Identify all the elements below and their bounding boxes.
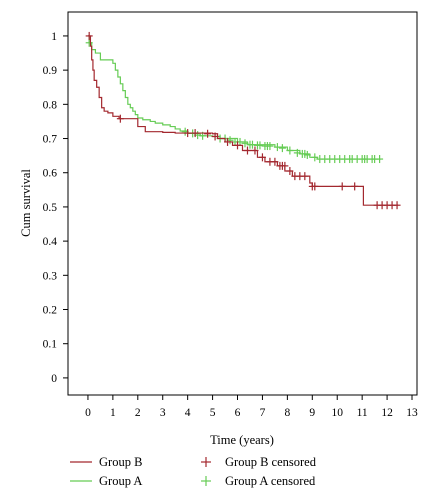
group-b-censor-mark [224, 137, 232, 146]
series-layer [85, 31, 401, 210]
group-b-censor-mark [211, 132, 219, 141]
group-b-censor-mark [393, 201, 401, 210]
legend: Group B Group A Group B censored Group A ce… [70, 455, 317, 488]
group-b-censor-mark [204, 129, 212, 138]
x-tick-label: 7 [260, 407, 266, 419]
legend-label: Group A censored [225, 474, 316, 488]
y-axis-title: Cum survival [19, 169, 33, 237]
x-tick-label: 11 [357, 407, 368, 419]
y-tick-label: 0.9 [43, 65, 58, 77]
y-tick-label: 0 [51, 373, 57, 385]
group-a-series [85, 35, 384, 164]
legend-label: Group B [99, 455, 142, 469]
legend-item-group-a-censored: Group A censored [201, 474, 316, 488]
group-b-censor-mark [243, 146, 251, 155]
group-a-censor-mark [241, 139, 249, 148]
group-a-censor-mark [286, 146, 294, 155]
group-b-censor-mark [251, 146, 259, 155]
legend-item-group-b: Group B [70, 455, 142, 469]
x-tick-label: 4 [185, 407, 191, 419]
y-tick-label: 0.1 [43, 339, 58, 351]
x-tick-label: 12 [381, 407, 393, 419]
y-tick-label: 0.2 [43, 305, 58, 317]
x-tick-label: 6 [235, 407, 241, 419]
y-tick-label: 0.5 [43, 202, 58, 214]
group-b-series [85, 31, 401, 210]
group-b-censor-mark [184, 129, 192, 138]
y-axis: 0 0.1 0.2 0.3 0.4 0.5 0.6 0.7 0.8 0.9 1 [43, 31, 68, 385]
y-tick-label: 0.7 [43, 134, 58, 146]
group-b-censor-mark [258, 153, 266, 162]
legend-item-group-b-censored: Group B censored [201, 455, 317, 469]
x-tick-label: 0 [85, 407, 91, 419]
legend-label: Group B censored [225, 455, 317, 469]
x-tick-label: 1 [110, 407, 116, 419]
group-b-censor-mark [311, 182, 319, 191]
y-tick-label: 1 [51, 31, 57, 43]
x-tick-label: 10 [331, 407, 343, 419]
y-tick-label: 0.8 [43, 99, 58, 111]
group-b-line [87, 35, 399, 206]
x-axis-title: Time (years) [210, 433, 274, 447]
group-a-censor-mark [248, 140, 256, 149]
group-a-censor-mark [293, 148, 301, 157]
group-b-censor-mark [286, 167, 294, 176]
x-tick-label: 8 [284, 407, 290, 419]
group-a-line [87, 35, 381, 160]
group-b-censor-mark [301, 172, 309, 181]
group-a-censor-mark [256, 141, 264, 150]
plot-frame [67, 11, 418, 396]
legend-item-group-a: Group A [70, 474, 142, 488]
group-b-censor-mark [191, 129, 199, 138]
y-tick-label: 0.4 [43, 236, 58, 248]
group-b-censor-mark [85, 31, 93, 40]
group-a-censor-mark [311, 153, 319, 162]
group-b-censor-mark [281, 161, 289, 170]
group-a-censor-mark [278, 144, 286, 153]
y-tick-label: 0.3 [43, 270, 58, 282]
x-tick-label: 9 [309, 407, 315, 419]
group-b-censor-mark [271, 157, 279, 166]
group-a-censor-mark [266, 142, 274, 151]
legend-label: Group A [99, 474, 142, 488]
group-b-censor-mark [234, 141, 242, 150]
group-b-censor-mark [351, 182, 359, 191]
y-tick-label: 0.6 [43, 168, 58, 180]
group-b-censor-mark [338, 182, 346, 191]
group-a-censor-mark [376, 155, 384, 164]
group-b-censor-mark [116, 114, 124, 123]
x-tick-label: 3 [160, 407, 166, 419]
group-a-censor-mark [303, 150, 311, 159]
x-tick-label: 5 [210, 407, 216, 419]
group-a-censor-mark [85, 38, 93, 47]
x-tick-label: 2 [135, 407, 141, 419]
x-tick-label: 13 [406, 407, 418, 419]
x-axis: 0 1 2 3 4 5 6 7 8 9 10 11 12 13 [85, 395, 418, 419]
group-a-censor-mark [273, 143, 281, 152]
